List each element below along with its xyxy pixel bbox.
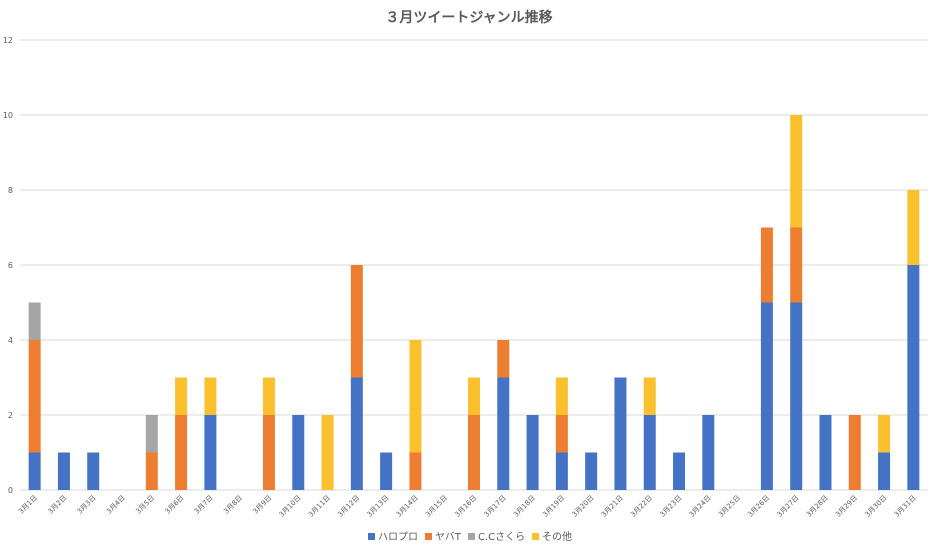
- x-tick-label: 3月5日: [134, 494, 156, 516]
- bar-segment: [497, 340, 510, 378]
- x-tick-label: 3月14日: [395, 494, 420, 519]
- gridlines: [20, 39, 928, 491]
- x-tick-label: 3月1日: [17, 494, 39, 516]
- legend-swatch: [532, 533, 539, 540]
- x-tick-label: 3月2日: [46, 494, 68, 516]
- bar-segment: [28, 340, 41, 453]
- x-tick-label: 3月8日: [222, 494, 244, 516]
- x-axis-ticks: 3月1日 3月2日 3月3日 3月4日 3月5日 3月6日 3月7日 3月8日 3月9日 3月10…: [17, 494, 918, 519]
- legend-swatch: [425, 533, 432, 540]
- chart-title: ３月ツイートジャンル推移: [385, 9, 552, 26]
- bar-segment: [28, 452, 41, 490]
- x-tick-label: 3月6日: [164, 494, 186, 516]
- bar-segment: [614, 377, 627, 490]
- x-tick-label: 3月27日: [776, 494, 801, 519]
- bar-segment: [262, 377, 275, 415]
- x-tick-label: 3月3日: [76, 494, 98, 516]
- bar-segment: [204, 377, 217, 415]
- x-tick-label: 3月24日: [688, 494, 713, 519]
- bar-segment: [409, 340, 422, 453]
- bar-segment: [145, 415, 158, 453]
- bars: [28, 115, 920, 490]
- bar-segment: [350, 265, 363, 378]
- bar-segment: [350, 377, 363, 490]
- x-tick-label: 3月11日: [307, 494, 332, 519]
- bar-segment: [760, 227, 773, 303]
- bar-segment: [262, 415, 275, 490]
- x-tick-label: 3月7日: [193, 494, 215, 516]
- bar-segment: [468, 415, 480, 490]
- bar-segment: [819, 415, 832, 490]
- x-tick-label: 3月13日: [366, 494, 391, 519]
- bar-segment: [643, 415, 656, 490]
- bar-segment: [555, 415, 568, 453]
- bar-segment: [555, 377, 568, 415]
- bar-segment: [907, 265, 920, 490]
- bar-segment: [907, 190, 920, 265]
- bar-segment: [555, 452, 568, 490]
- legend-label: C.Cさくら: [478, 531, 525, 543]
- bar-segment: [321, 415, 334, 490]
- x-tick-label: 3月19日: [541, 494, 566, 519]
- x-tick-label: 3月31日: [893, 494, 918, 519]
- bar-segment: [790, 227, 803, 303]
- x-tick-label: 3月23日: [658, 494, 683, 519]
- x-tick-label: 3月30日: [863, 494, 888, 519]
- legend-swatch: [468, 533, 475, 540]
- x-tick-label: 3月21日: [600, 494, 625, 519]
- bar-segment: [497, 377, 510, 490]
- legend-swatch: [368, 533, 375, 540]
- bar-segment: [468, 377, 480, 415]
- y-tick-label: 6: [8, 261, 13, 270]
- x-tick-label: 3月22日: [629, 494, 654, 519]
- y-tick-label: 10: [3, 111, 13, 120]
- y-tick-label: 0: [8, 486, 13, 495]
- y-axis-ticks: 0 2 4 6 8 10 12: [3, 36, 13, 495]
- x-tick-label: 3月29日: [834, 494, 859, 519]
- bar-segment: [848, 415, 861, 490]
- x-tick-label: 3月28日: [805, 494, 830, 519]
- bar-segment: [585, 452, 598, 490]
- bar-segment: [673, 452, 686, 490]
- legend-label: ヤバT: [435, 531, 462, 543]
- x-tick-label: 3月4日: [105, 494, 127, 516]
- bar-segment: [702, 415, 715, 490]
- y-tick-label: 2: [8, 411, 13, 420]
- legend: ハロプロ ヤバT C.Cさくら その他: [368, 530, 572, 543]
- bar-segment: [204, 415, 217, 490]
- y-tick-label: 8: [8, 186, 13, 195]
- x-tick-label: 3月9日: [252, 494, 274, 516]
- legend-label: ハロプロ: [378, 531, 418, 543]
- bar-segment: [380, 452, 393, 490]
- y-tick-label: 12: [3, 36, 13, 45]
- bar-segment: [409, 452, 422, 490]
- bar-segment: [790, 302, 803, 490]
- bar-segment: [790, 115, 803, 228]
- bar-segment: [28, 302, 41, 340]
- bar-segment: [526, 415, 539, 490]
- x-tick-label: 3月25日: [717, 494, 742, 519]
- x-tick-label: 3月10日: [278, 494, 303, 519]
- x-tick-label: 3月26日: [746, 494, 771, 519]
- x-tick-label: 3月16日: [453, 494, 478, 519]
- y-tick-label: 4: [8, 336, 13, 345]
- bar-segment: [878, 452, 891, 490]
- legend-label: その他: [542, 530, 572, 543]
- bar-segment: [175, 377, 188, 415]
- bar-segment: [57, 452, 70, 490]
- bar-segment: [145, 452, 158, 490]
- bar-segment: [878, 415, 891, 453]
- bar-segment: [175, 415, 188, 490]
- x-tick-label: 3月15日: [424, 494, 449, 519]
- bar-segment: [292, 415, 305, 490]
- bar-segment: [87, 452, 100, 490]
- bar-segment: [643, 377, 656, 415]
- bar-segment: [760, 302, 773, 490]
- x-tick-label: 3月17日: [483, 494, 508, 519]
- x-tick-label: 3月20日: [571, 494, 596, 519]
- x-tick-label: 3月18日: [512, 494, 537, 519]
- x-tick-label: 3月12日: [336, 494, 361, 519]
